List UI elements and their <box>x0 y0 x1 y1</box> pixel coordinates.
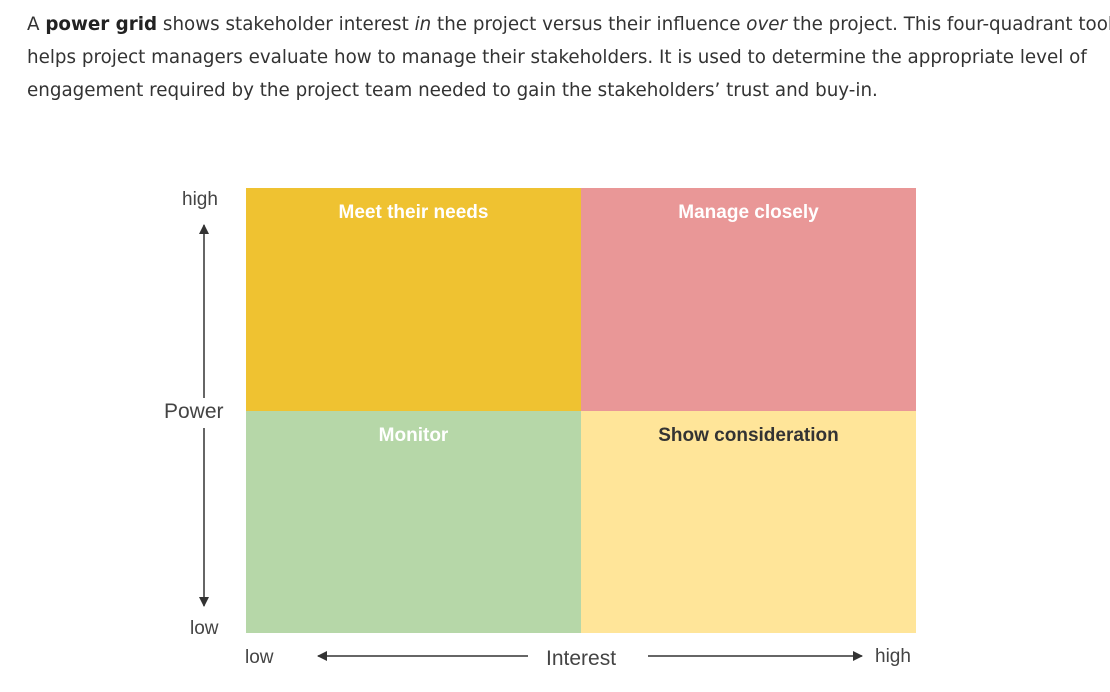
power-axis-title: Power <box>164 400 224 423</box>
intro-text: shows stakeholder interest <box>157 14 415 35</box>
quadrant-manage-closely: Manage closely <box>581 188 916 411</box>
quadrant-monitor: Monitor <box>246 410 581 633</box>
power-grid-term: power grid <box>45 14 158 35</box>
quadrant-label: Manage closely <box>678 202 819 223</box>
intro-text: the project. This four-quadrant tool <box>787 14 1110 35</box>
quadrant-label: Monitor <box>378 424 449 446</box>
quadrant-label: Meet their needs <box>338 202 489 223</box>
power-high-label: high <box>182 189 218 210</box>
intro-line-2: helps project managers evaluate how to m… <box>27 47 1087 68</box>
interest-axis-title: Interest <box>546 647 617 670</box>
intro-line-3: engagement required by the project team … <box>27 80 878 101</box>
power-low-label: low <box>190 618 219 639</box>
intro-paragraph: A power grid shows stakeholder interest … <box>27 8 1110 107</box>
intro-text: A <box>27 14 46 35</box>
emphasis-over: over <box>746 14 788 35</box>
interest-low-label: low <box>245 647 274 668</box>
interest-high-label: high <box>875 646 911 667</box>
emphasis-in: in <box>414 14 432 35</box>
intro-text: the project versus their influence <box>431 14 747 35</box>
power-interest-grid: Meet their needs Manage closely Monitor … <box>246 188 916 633</box>
quadrant-show-consideration: Show consideration <box>581 410 916 633</box>
quadrant-meet-their-needs: Meet their needs <box>246 188 581 411</box>
intro-line-1: A power grid shows stakeholder interest … <box>27 8 1110 41</box>
quadrant-label: Show consideration <box>658 424 839 446</box>
